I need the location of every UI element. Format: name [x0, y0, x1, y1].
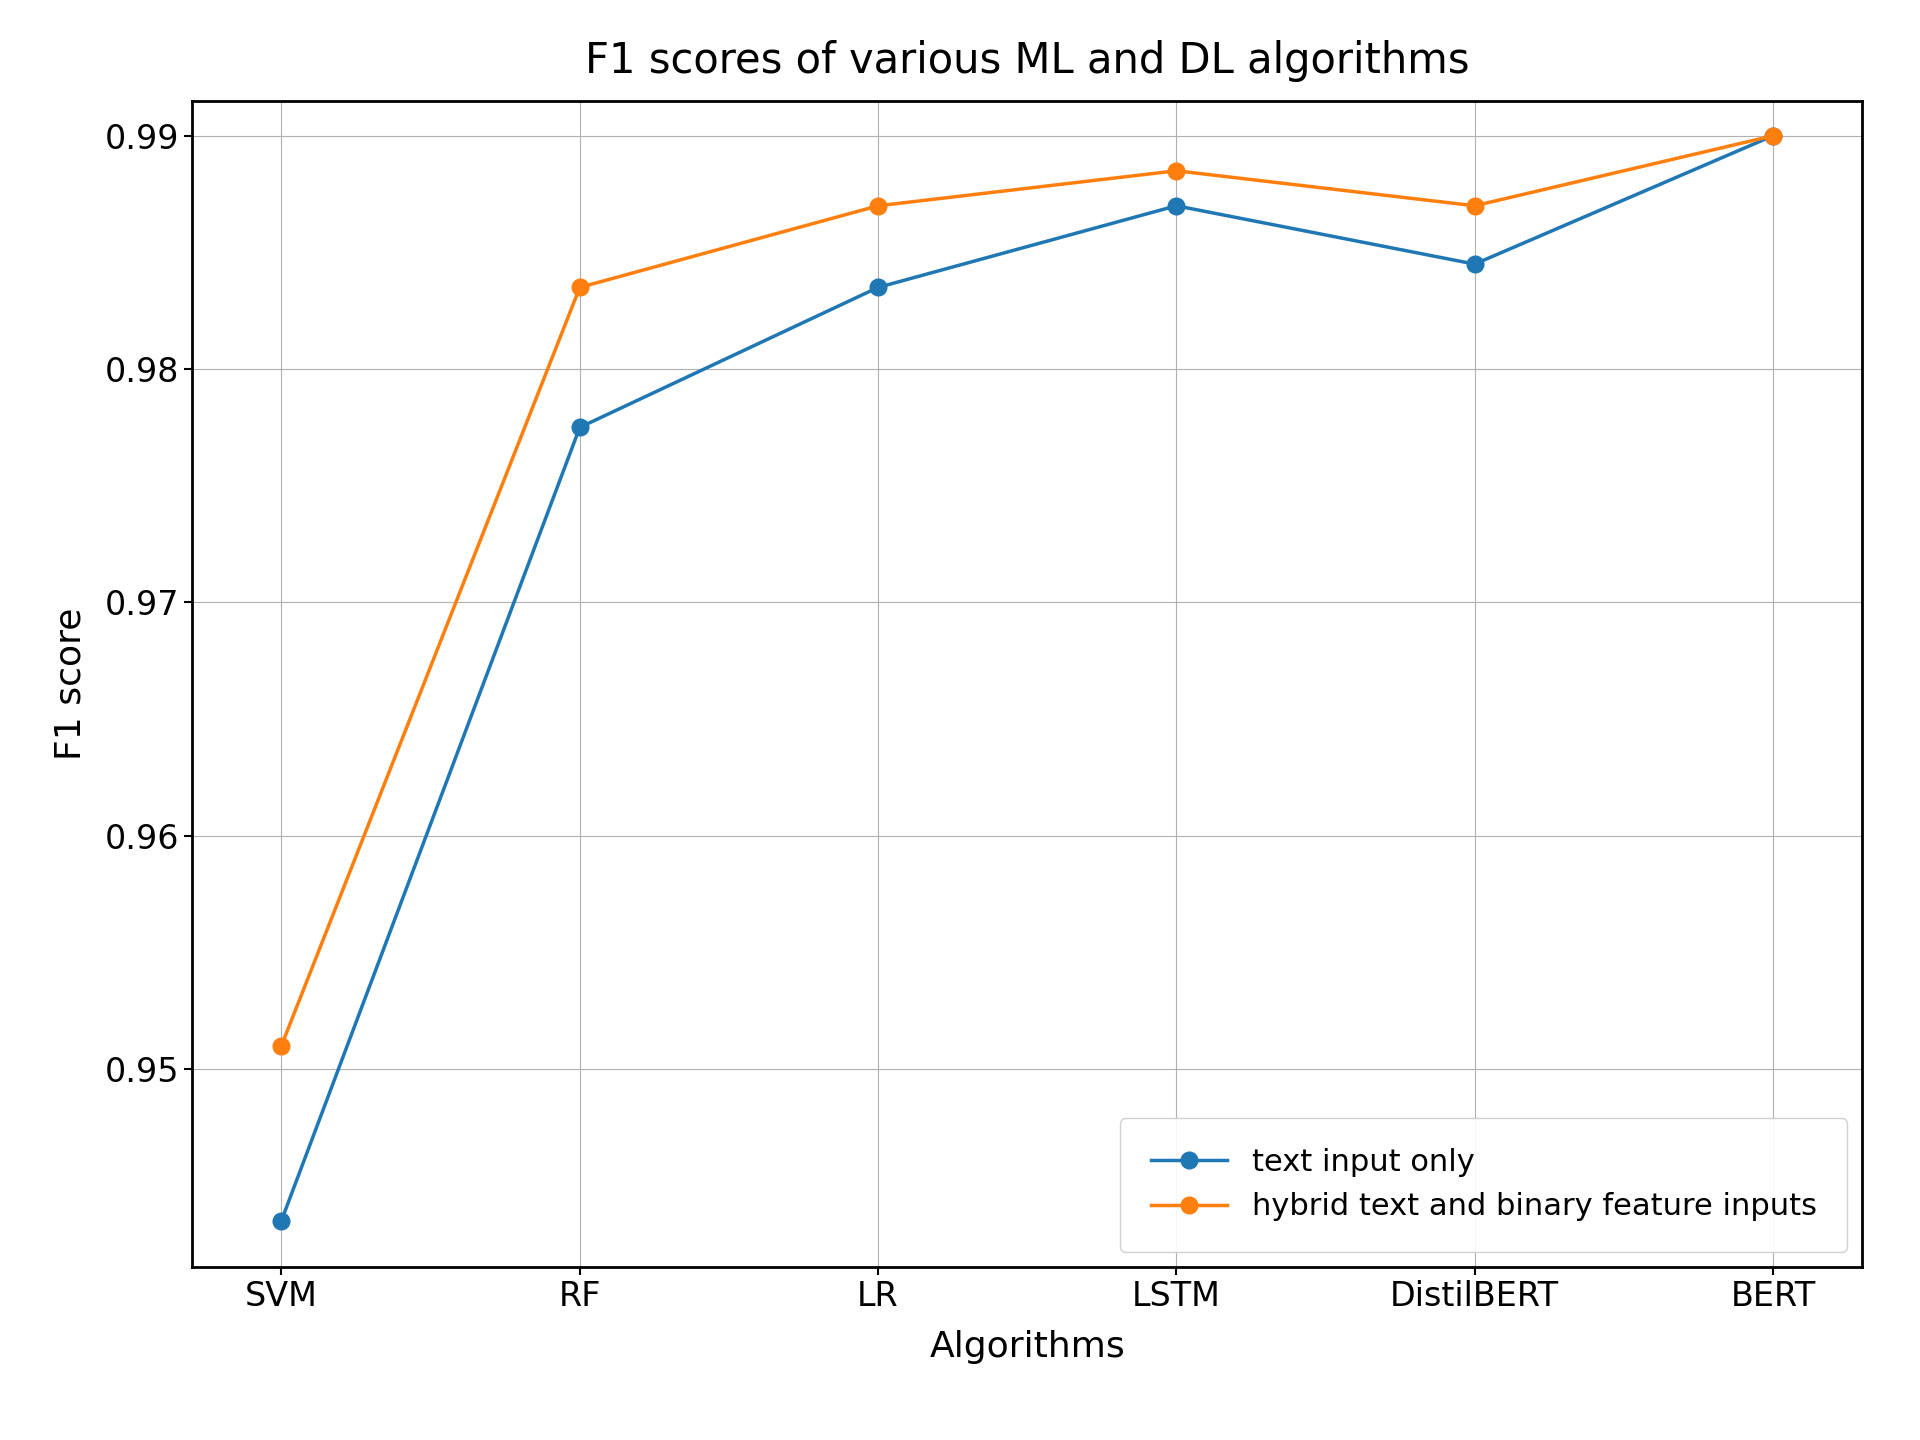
- hybrid text and binary feature inputs: [866, 197, 889, 215]
- Title: F1 scores of various ML and DL algorithms: F1 scores of various ML and DL algorithm…: [586, 40, 1469, 82]
- Legend: text input only, hybrid text and binary feature inputs: text input only, hybrid text and binary …: [1119, 1117, 1847, 1251]
- text input only: [568, 419, 591, 436]
- text input only: [271, 1212, 294, 1230]
- hybrid text and binary feature inputs: [1761, 127, 1784, 144]
- text input only: [1165, 197, 1188, 215]
- hybrid text and binary feature inputs: [271, 1037, 294, 1054]
- Y-axis label: F1 score: F1 score: [54, 608, 88, 760]
- hybrid text and binary feature inputs: [1165, 163, 1188, 180]
- X-axis label: Algorithms: Algorithms: [929, 1331, 1125, 1364]
- Line: text input only: text input only: [273, 128, 1782, 1228]
- Line: hybrid text and binary feature inputs: hybrid text and binary feature inputs: [273, 128, 1782, 1054]
- text input only: [866, 279, 889, 297]
- text input only: [1761, 127, 1784, 144]
- hybrid text and binary feature inputs: [568, 279, 591, 297]
- text input only: [1463, 255, 1486, 272]
- hybrid text and binary feature inputs: [1463, 197, 1486, 215]
